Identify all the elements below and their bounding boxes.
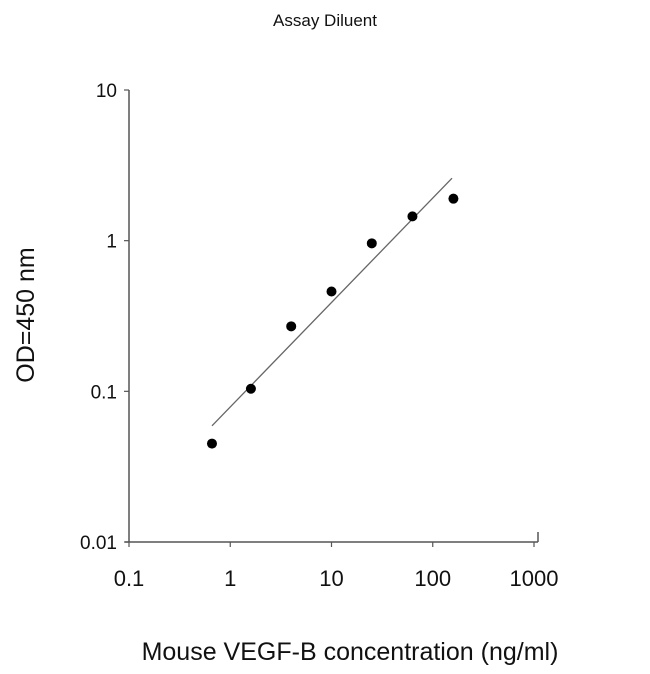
x-tick-label: 100 bbox=[414, 566, 451, 591]
x-tick-label: 10 bbox=[319, 566, 343, 591]
y-tick-label: 0.01 bbox=[80, 533, 117, 554]
data-point bbox=[286, 321, 297, 332]
data-point bbox=[326, 286, 337, 297]
y-axis-label: OD=450 nm bbox=[12, 247, 40, 383]
x-axis-label: Mouse VEGF-B concentration (ng/ml) bbox=[142, 638, 559, 666]
x-tick-label: 0.1 bbox=[114, 566, 145, 591]
y-tick-label: 0.1 bbox=[91, 382, 117, 403]
y-tick-label: 1 bbox=[106, 232, 117, 253]
y-tick-label: 10 bbox=[96, 81, 117, 102]
x-tick-label: 1 bbox=[224, 566, 236, 591]
data-point bbox=[448, 193, 459, 204]
data-point bbox=[206, 438, 217, 449]
data-point bbox=[366, 238, 377, 249]
x-tick-label: 1000 bbox=[510, 566, 559, 591]
data-point bbox=[407, 211, 418, 222]
data-point bbox=[245, 383, 256, 394]
chart-title: Assay Diluent bbox=[273, 11, 377, 30]
